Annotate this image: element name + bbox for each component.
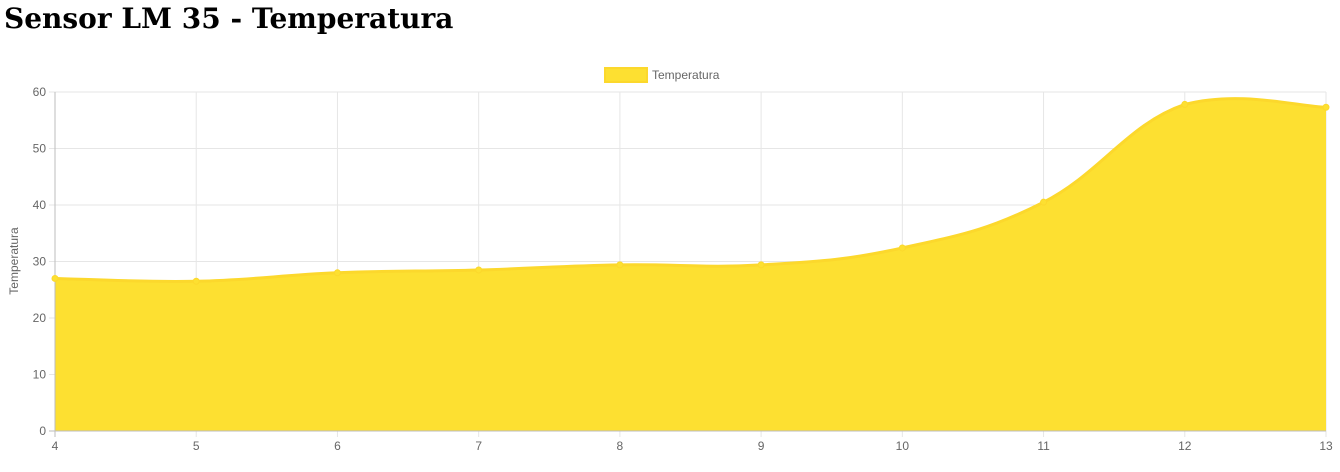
x-tick-label: 10 bbox=[896, 439, 910, 453]
x-tick-label: 13 bbox=[1319, 439, 1333, 453]
y-tick-label: 40 bbox=[33, 198, 47, 212]
x-tick-label: 5 bbox=[193, 439, 200, 453]
data-point[interactable] bbox=[51, 274, 59, 282]
data-point[interactable] bbox=[192, 277, 200, 285]
data-points bbox=[51, 100, 1330, 285]
page-title: Sensor LM 35 - Temperatura bbox=[4, 2, 454, 35]
y-tick-label: 30 bbox=[33, 255, 47, 269]
x-tick-label: 12 bbox=[1178, 439, 1192, 453]
x-tick-label: 11 bbox=[1037, 439, 1050, 453]
data-point[interactable] bbox=[757, 261, 765, 269]
series-line bbox=[54, 97, 1327, 283]
axes bbox=[49, 92, 1326, 437]
legend[interactable]: Temperatura bbox=[604, 67, 720, 83]
data-point[interactable] bbox=[1040, 198, 1048, 206]
x-tick-label: 4 bbox=[52, 439, 59, 453]
data-point[interactable] bbox=[333, 269, 341, 277]
legend-swatch[interactable] bbox=[604, 67, 648, 83]
x-tick-label: 8 bbox=[617, 439, 624, 453]
data-point[interactable] bbox=[475, 266, 483, 274]
data-point[interactable] bbox=[616, 261, 624, 269]
y-tick-labels: 0 10 20 30 40 50 60 bbox=[33, 85, 47, 438]
area-layer bbox=[54, 97, 1327, 432]
y-tick-label: 20 bbox=[33, 311, 47, 325]
x-tick-label: 9 bbox=[758, 439, 765, 453]
x-tick-labels: 4 5 6 7 8 9 10 11 12 13 bbox=[52, 439, 1333, 453]
y-tick-label: 0 bbox=[39, 424, 46, 438]
data-point[interactable] bbox=[1181, 100, 1189, 108]
data-point[interactable] bbox=[898, 244, 906, 252]
x-tick-label: 7 bbox=[475, 439, 482, 453]
y-tick-label: 60 bbox=[33, 85, 47, 99]
y-axis-label: Temperatura bbox=[7, 227, 21, 295]
legend-label[interactable]: Temperatura bbox=[652, 68, 720, 82]
series-area-fill bbox=[55, 98, 1326, 432]
y-tick-label: 10 bbox=[33, 368, 47, 382]
x-tick-label: 6 bbox=[334, 439, 341, 453]
y-tick-label: 50 bbox=[33, 142, 47, 156]
data-point[interactable] bbox=[1322, 103, 1330, 111]
